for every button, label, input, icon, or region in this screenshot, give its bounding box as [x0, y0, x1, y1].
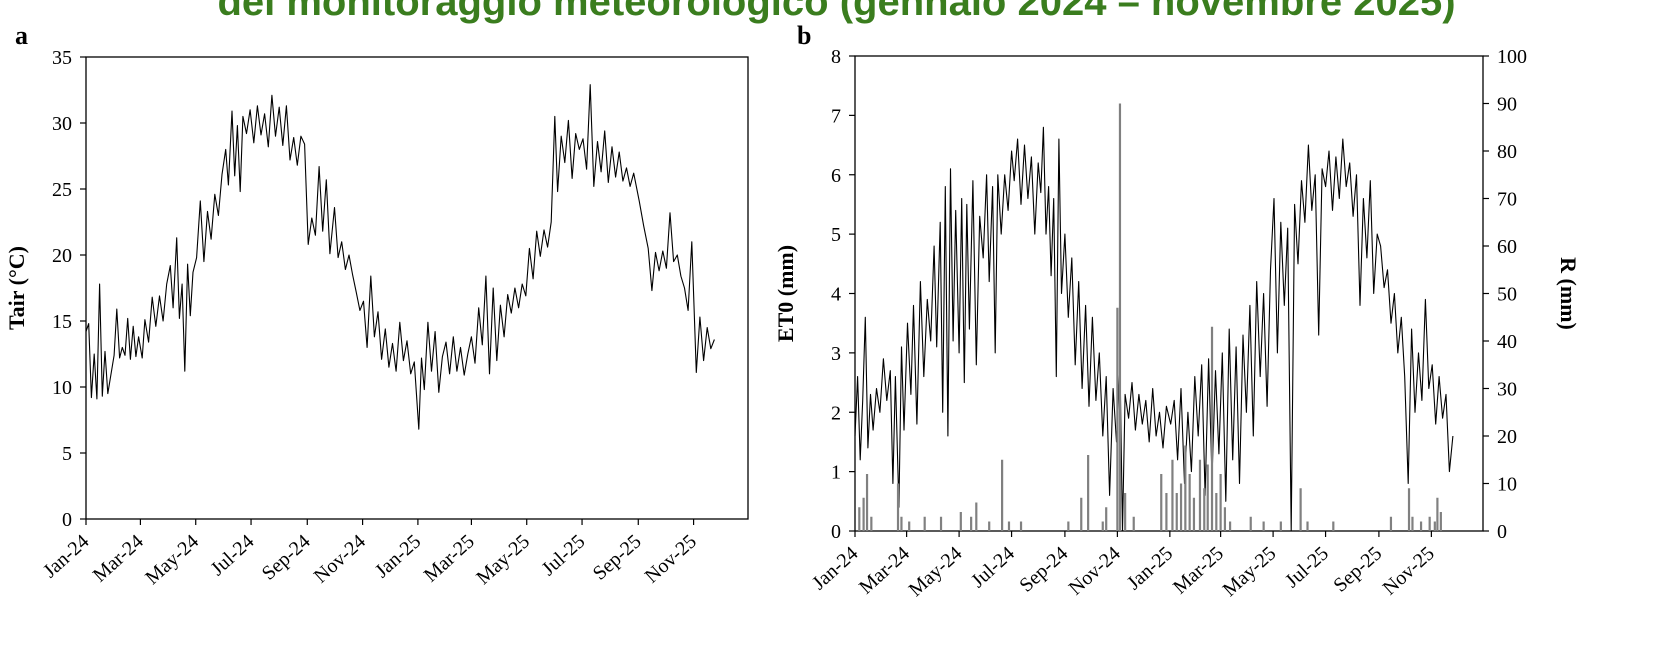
x-tick-label: Sep-25 — [1329, 542, 1386, 596]
y2-tick-label: 100 — [1497, 46, 1527, 68]
x-tick-label: Jan-24 — [39, 530, 93, 582]
x-tick-label: May-25 — [1219, 542, 1281, 601]
y-tick-label: 4 — [831, 284, 841, 306]
series-line-left — [854, 126, 1454, 532]
y-tick-label: 5 — [62, 443, 72, 465]
y-tick-label: 7 — [831, 105, 841, 127]
x-tick-label: Jul-24 — [207, 530, 259, 580]
y-tick-label: 1 — [831, 462, 841, 484]
y-tick-label: 8 — [831, 46, 841, 68]
x-tick-label: Nov-25 — [641, 530, 701, 587]
y-tick-label: 0 — [62, 509, 72, 531]
y-tick-label: 3 — [831, 343, 841, 365]
y-tick-label: 0 — [831, 521, 841, 543]
page-heading: del monitoraggio meteorologico (gennaio … — [217, 0, 1456, 24]
series-line-left — [85, 84, 715, 430]
x-tick-label: Mar-25 — [420, 530, 479, 586]
y2-tick-label: 20 — [1497, 426, 1517, 448]
x-tick-label: Jul-24 — [967, 542, 1019, 592]
x-tick-label: Mar-24 — [89, 530, 148, 586]
y-tick-label: 25 — [52, 179, 72, 201]
y2-tick-label: 90 — [1497, 94, 1517, 116]
plot-frame-a — [85, 56, 749, 520]
y2-tick-label: 50 — [1497, 284, 1517, 306]
y2-tick-label: 70 — [1497, 189, 1517, 211]
x-tick-label: Jul-25 — [538, 530, 590, 580]
y2-tick-label: 40 — [1497, 331, 1517, 353]
x-tick-label: Jul-25 — [1281, 542, 1333, 592]
x-tick-label: Sep-24 — [258, 530, 315, 584]
x-tick-label: May-24 — [905, 542, 967, 601]
y2-tick-label: 60 — [1497, 236, 1517, 258]
x-tick-label: Jan-25 — [371, 530, 425, 582]
x-tick-label: Jan-24 — [808, 542, 862, 594]
x-tick-label: Sep-24 — [1015, 542, 1072, 596]
x-tick-label: Nov-24 — [1065, 542, 1125, 599]
x-tick-label: Mar-24 — [855, 542, 914, 598]
y-axis-title: ET0 (mm) — [773, 245, 798, 342]
x-tick-label: May-25 — [472, 530, 534, 589]
x-tick-label: May-24 — [141, 530, 203, 589]
y-axis-title: Tair (°C) — [4, 246, 29, 330]
y2-tick-label: 30 — [1497, 379, 1517, 401]
y-tick-label: 6 — [831, 165, 841, 187]
y-tick-label: 35 — [52, 47, 72, 69]
y-tick-label: 20 — [52, 245, 72, 267]
x-tick-label: Sep-25 — [589, 530, 646, 584]
x-tick-label: Nov-24 — [310, 530, 370, 587]
x-tick-label: Jan-25 — [1123, 542, 1177, 594]
y-tick-label: 2 — [831, 402, 841, 424]
y-tick-label: 5 — [831, 224, 841, 246]
y-tick-label: 30 — [52, 113, 72, 135]
y2-axis-title: R (mm) — [1556, 257, 1581, 330]
panel-label-a: a — [15, 21, 28, 50]
y2-tick-label: 80 — [1497, 141, 1517, 163]
x-tick-label: Nov-25 — [1379, 542, 1439, 599]
panel-label-b: b — [797, 21, 812, 50]
x-tick-label: Mar-25 — [1169, 542, 1228, 598]
y-tick-label: 10 — [52, 377, 72, 399]
chart-b-et0-rain: 0123456780102030405060708090100Jan-24Mar… — [773, 46, 1581, 601]
y2-tick-label: 10 — [1497, 474, 1517, 496]
y2-tick-label: 0 — [1497, 521, 1507, 543]
y-tick-label: 15 — [52, 311, 72, 333]
